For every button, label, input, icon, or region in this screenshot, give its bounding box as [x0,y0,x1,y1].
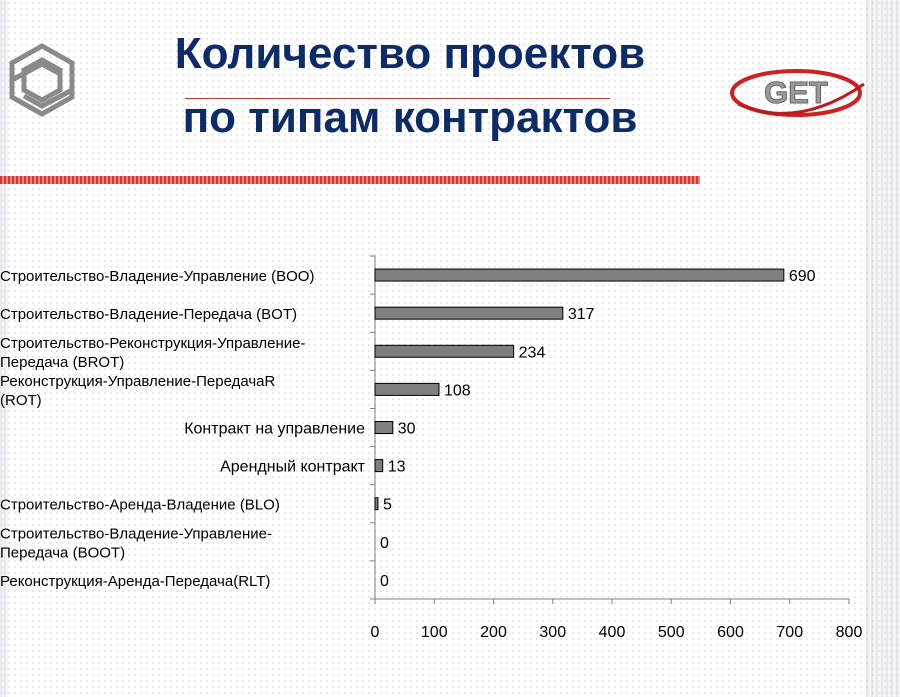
slide-right-edge-decoration [866,0,900,697]
page-title-line-1: Количество проектов [174,29,646,78]
bar [374,306,564,320]
x-tick-label: 0 [371,624,380,641]
data-label: 5 [383,497,392,514]
get-logo-text: GET [764,75,828,110]
data-label: 234 [519,344,546,361]
category-label: Передача (BOOT) [0,544,125,561]
bar [374,459,384,473]
data-label: 690 [789,268,816,285]
company-logo-icon [9,43,75,117]
category-label: Арендный контракт [220,459,366,476]
x-tick-label: 100 [421,624,448,641]
bar [374,268,785,282]
page-title-line-2: по типам контрактов [182,93,638,142]
x-tick-label: 700 [776,624,803,641]
category-label: Строительство-Владение-Управление- [0,525,272,542]
category-label: Реконструкция-Управление-ПередачаR [0,373,276,390]
category-label: Контракт на управление [184,421,365,438]
category-label: Строительство-Реконструкция-Управление- [0,335,306,352]
x-tick-label: 400 [599,624,626,641]
red-divider-band [0,176,700,184]
data-label: 13 [388,459,406,476]
x-tick-label: 300 [539,624,566,641]
data-label: 317 [568,306,595,323]
page-title: Количество проектов по типам контрактов [60,22,760,150]
category-label: Строительство-Владение-Передача (BOT) [0,306,297,323]
slide-left-edge-decoration [0,0,8,697]
x-tick-label: 600 [717,624,744,641]
data-label: 30 [398,421,416,438]
category-label: Передача (BROT) [0,354,124,371]
x-tick-label: 800 [836,624,863,641]
category-label: Реконструкция-Аренда-Передача(RLT) [0,573,270,590]
category-label: Строительство-Аренда-Владение (BLO) [0,497,280,514]
data-label: 108 [444,382,471,399]
x-tick-label: 500 [658,624,685,641]
get-logo: GET [730,69,865,117]
bar [374,344,515,358]
bar [374,421,394,434]
x-tick-label: 200 [480,624,507,641]
bar [374,497,379,511]
data-label: 0 [380,535,389,552]
category-label: Строительство-Владение-Управление (BOO) [0,268,314,285]
category-label: (ROT) [0,392,42,409]
data-label: 0 [380,573,389,590]
title-underline [185,98,610,99]
bar [374,382,440,396]
